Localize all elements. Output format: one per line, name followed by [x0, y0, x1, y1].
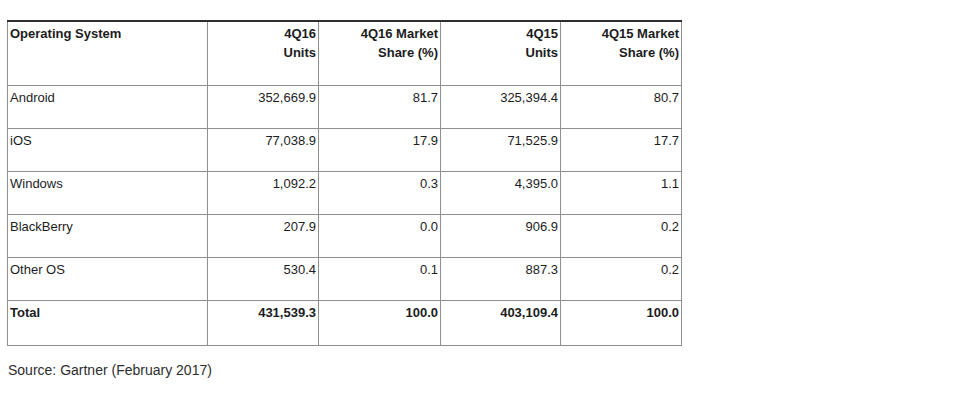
cell-4q15-share: 0.2	[561, 257, 682, 300]
source-note: Source: Gartner (February 2017)	[8, 362, 212, 378]
cell-4q15-units: 887.3	[441, 257, 561, 300]
cell-os-name: BlackBerry	[8, 214, 208, 257]
cell-4q15-share: 1.1	[561, 171, 682, 214]
col-header-4q16-units: 4Q16 Units	[208, 21, 319, 85]
cell-os-name: Other OS	[8, 257, 208, 300]
cell-4q16-units: 207.9	[208, 214, 319, 257]
cell-4q15-share: 0.2	[561, 214, 682, 257]
cell-os-name: Android	[8, 85, 208, 128]
cell-os-name: iOS	[8, 128, 208, 171]
col-header-4q15-market-share: 4Q15 Market Share (%)	[561, 21, 682, 85]
col-header-4q16-market-share: 4Q16 Market Share (%)	[319, 21, 441, 85]
os-market-share-table: Operating System 4Q16 Units 4Q16 Market …	[7, 20, 682, 346]
cell-os-name: Total	[8, 300, 208, 345]
cell-4q16-share: 0.1	[319, 257, 441, 300]
table-row-ios: iOS 77,038.9 17.9 71,525.9 17.7	[8, 128, 682, 171]
table-row-other-os: Other OS 530.4 0.1 887.3 0.2	[8, 257, 682, 300]
cell-4q16-share: 0.3	[319, 171, 441, 214]
table-row-blackberry: BlackBerry 207.9 0.0 906.9 0.2	[8, 214, 682, 257]
col-header-4q15-units: 4Q15 Units	[441, 21, 561, 85]
cell-4q16-units: 1,092.2	[208, 171, 319, 214]
cell-4q16-units: 530.4	[208, 257, 319, 300]
cell-4q16-share: 100.0	[319, 300, 441, 345]
cell-4q15-units: 71,525.9	[441, 128, 561, 171]
col-header-operating-system: Operating System	[8, 21, 208, 85]
cell-4q15-units: 403,109.4	[441, 300, 561, 345]
cell-4q16-share: 17.9	[319, 128, 441, 171]
cell-4q15-share: 80.7	[561, 85, 682, 128]
table-row-android: Android 352,669.9 81.7 325,394.4 80.7	[8, 85, 682, 128]
table-row-windows: Windows 1,092.2 0.3 4,395.0 1.1	[8, 171, 682, 214]
cell-4q15-share: 17.7	[561, 128, 682, 171]
cell-4q16-units: 77,038.9	[208, 128, 319, 171]
cell-4q16-share: 81.7	[319, 85, 441, 128]
cell-os-name: Windows	[8, 171, 208, 214]
table-header-row: Operating System 4Q16 Units 4Q16 Market …	[8, 21, 682, 85]
cell-4q16-share: 0.0	[319, 214, 441, 257]
cell-4q15-units: 906.9	[441, 214, 561, 257]
page: Operating System 4Q16 Units 4Q16 Market …	[0, 0, 980, 400]
cell-4q15-units: 325,394.4	[441, 85, 561, 128]
cell-4q16-units: 431,539.3	[208, 300, 319, 345]
cell-4q15-units: 4,395.0	[441, 171, 561, 214]
table-row-total: Total 431,539.3 100.0 403,109.4 100.0	[8, 300, 682, 345]
cell-4q16-units: 352,669.9	[208, 85, 319, 128]
cell-4q15-share: 100.0	[561, 300, 682, 345]
